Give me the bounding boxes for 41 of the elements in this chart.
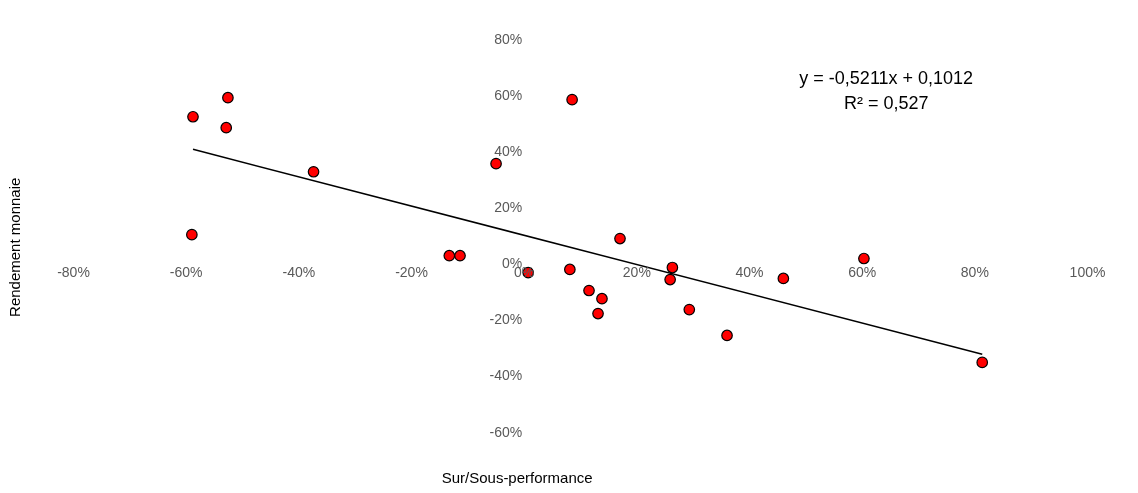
y-tick-label: 80% <box>494 30 523 47</box>
annotation: R² = 0,527 <box>843 93 929 113</box>
y-tick-label: -20% <box>489 311 523 328</box>
annotation: y = -0,5211x + 0,1012 <box>799 68 974 88</box>
point <box>614 232 626 245</box>
point <box>592 307 604 320</box>
point <box>307 165 320 178</box>
point <box>858 252 870 265</box>
y-tick-label: 20% <box>494 198 523 215</box>
point <box>664 273 676 286</box>
point <box>454 249 466 262</box>
x-tick-label: 80% <box>960 264 989 281</box>
point <box>976 356 989 369</box>
x-axis-title: Sur/Sous-performance <box>441 469 593 486</box>
y-tick-label: -60% <box>489 423 523 440</box>
x-tick-label: -40% <box>282 264 316 281</box>
x-tick-label: -20% <box>395 264 428 281</box>
x-tick-label: 60% <box>848 264 877 281</box>
point <box>222 91 234 104</box>
y-axis-title: Rendement monnaie <box>6 177 23 317</box>
y-tick-label: -40% <box>489 367 523 384</box>
point <box>596 292 608 305</box>
point <box>721 329 733 342</box>
x-tick-label: 100% <box>1069 264 1106 281</box>
point <box>187 110 199 123</box>
y-tick-label: 60% <box>494 86 523 103</box>
point <box>583 284 595 297</box>
x-tick-label: -60% <box>169 264 203 281</box>
point <box>566 93 578 106</box>
x-tick-label: 20% <box>622 264 651 281</box>
point <box>564 263 576 276</box>
x-tick-label: 40% <box>735 264 764 281</box>
point <box>683 303 696 316</box>
point <box>220 121 233 134</box>
point <box>777 272 790 285</box>
point <box>666 261 679 274</box>
x-tick-label: -80% <box>57 264 90 281</box>
point <box>490 157 502 170</box>
point <box>186 228 198 241</box>
y-tick-label: 40% <box>494 142 523 159</box>
point <box>443 249 456 262</box>
